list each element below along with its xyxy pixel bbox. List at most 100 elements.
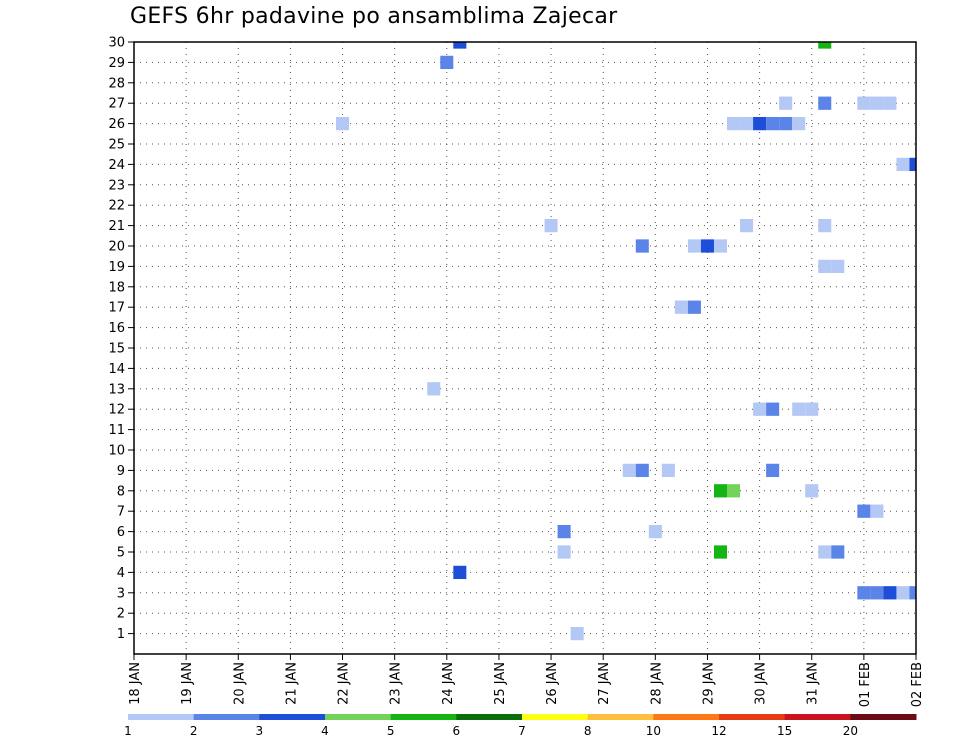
colorbar-label: 10 [646,724,661,738]
y-tick-label: 4 [117,566,125,581]
y-tick-label: 9 [117,464,125,479]
precip-cell [779,116,793,131]
y-axis-ticks: 1234567891011121314151617181920212223242… [108,36,134,642]
y-tick-label: 17 [108,301,125,316]
y-tick-label: 25 [108,138,125,153]
y-tick-label: 7 [117,505,125,520]
colorbar-segment [259,714,326,720]
x-tick-label: 18 JAN [128,662,143,705]
precip-cell [909,157,916,172]
colorbar-label: 1 [124,724,132,738]
precip-cell [713,545,728,559]
x-tick-label: 24 JAN [441,662,456,705]
y-tick-label: 13 [108,382,125,397]
cell-layer [336,42,916,641]
colorbar-segment [850,714,917,720]
y-tick-label: 11 [108,423,125,438]
precip-cell [427,382,441,396]
precip-cell [635,463,649,478]
precip-cell [661,463,675,478]
colorbar-label: 12 [711,724,726,738]
y-tick-label: 30 [108,36,125,51]
precip-cell [740,116,754,131]
y-tick-label: 5 [117,546,125,561]
colorbar-segment [719,714,786,720]
precip-cell [792,116,806,131]
colorbar-segment [456,714,523,720]
precip-cell [896,586,910,600]
y-tick-label: 12 [108,403,125,418]
y-tick-label: 29 [108,56,125,71]
y-tick-label: 24 [108,158,125,173]
precip-cell [557,545,571,559]
precip-cell [727,484,741,498]
y-tick-label: 18 [108,280,125,295]
x-tick-label: 31 JAN [806,662,821,705]
colorbar-segment [193,714,260,720]
y-tick-label: 22 [108,199,125,214]
x-tick-label: 01 FEB [858,662,873,707]
precip-cell [883,586,897,600]
y-tick-label: 2 [117,607,125,622]
y-tick-label: 20 [108,240,125,255]
y-tick-label: 16 [108,321,125,336]
precip-cell [570,626,584,641]
x-tick-label: 20 JAN [232,662,247,705]
colorbar-label: 20 [843,724,858,738]
x-tick-label: 27 JAN [597,662,612,705]
precip-cell [883,96,897,110]
precip-cell [818,218,832,233]
precip-cell [440,55,454,70]
precip-cell [805,402,819,416]
colorbar-label: 2 [190,724,198,738]
precip-cell [792,402,806,416]
colorbar: 1 2 3 4 5 6 7 8 10 12 15 20 [124,714,917,738]
precip-cell [831,259,845,274]
y-tick-label: 27 [108,97,125,112]
y-tick-label: 14 [108,362,125,377]
precip-cell [713,484,728,498]
precip-cell [818,545,832,559]
precip-cell [753,402,767,416]
x-tick-label: 29 JAN [701,662,716,705]
x-tick-label: 30 JAN [754,662,769,705]
x-tick-label: 02 FEB [910,662,925,707]
precip-cell [336,116,350,131]
precip-cell [857,96,871,110]
x-tick-label: 26 JAN [545,662,560,705]
precip-cell [674,300,688,314]
precip-cell [779,96,793,110]
precip-cell [818,259,832,274]
precip-cell [857,586,871,600]
colorbar-label: 4 [321,724,329,738]
colorbar-segment [522,714,589,720]
x-tick-label: 22 JAN [337,662,352,705]
colorbar-label: 5 [387,724,395,738]
colorbar-segment [784,714,851,720]
precip-cell [544,218,558,233]
grid-layer [133,41,917,654]
colorbar-segment [390,714,457,720]
precip-cell [870,96,884,110]
y-tick-label: 19 [108,260,125,275]
x-tick-label: 23 JAN [389,662,404,705]
y-tick-label: 8 [117,484,125,499]
precip-cell [870,504,884,518]
colorbar-segment [653,714,720,720]
precip-cell [713,239,728,253]
y-tick-label: 10 [108,444,125,459]
y-tick-label: 3 [117,586,125,601]
precip-cell [453,42,467,49]
colorbar-segment [587,714,654,720]
precip-cell [818,42,832,49]
colorbar-label: 8 [584,724,592,738]
precip-cell [870,586,884,600]
y-tick-label: 1 [117,627,125,642]
precip-cell [766,463,780,478]
y-tick-label: 23 [108,178,125,193]
precip-cell [857,504,871,518]
colorbar-label: 7 [518,724,526,738]
y-tick-label: 15 [108,342,125,357]
precip-cell [622,463,636,478]
